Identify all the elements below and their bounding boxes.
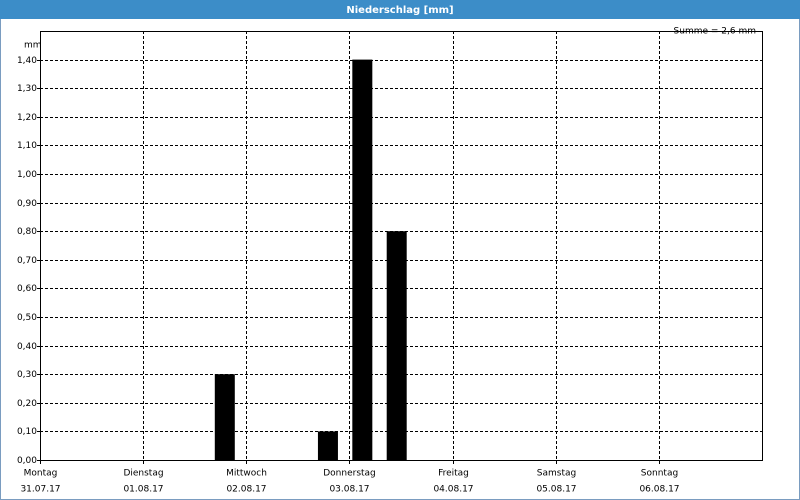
y-tick-label: 1,40: [17, 56, 37, 66]
y-tick-label: 0,20: [17, 399, 37, 409]
x-tick-label: Sonntag: [641, 469, 678, 479]
y-tick-label: 1,30: [17, 84, 37, 94]
y-tick-label: 0,90: [17, 199, 37, 209]
x-tick-label: Freitag: [438, 469, 469, 479]
title-bar: [0, 0, 800, 19]
x-tick-date: 31.07.17: [20, 485, 60, 495]
y-tick-label: 0,30: [17, 370, 37, 380]
y-unit: mm: [24, 41, 42, 51]
y-tick-label: 0,10: [17, 427, 37, 437]
y-tick-label: 1,10: [17, 141, 37, 151]
x-tick-label: Donnerstag: [323, 469, 376, 479]
y-tick-label: 0,70: [17, 256, 37, 266]
y-tick-label: 1,00: [17, 170, 37, 180]
x-tick-label: Samstag: [537, 469, 576, 479]
bar: [352, 59, 373, 460]
bar: [386, 231, 407, 460]
x-tick-label: Montag: [24, 469, 58, 479]
y-tick-label: 0,00: [17, 456, 37, 466]
x-tick-date: 05.08.17: [536, 485, 576, 495]
y-tick-label: 0,60: [17, 284, 37, 294]
x-tick-date: 02.08.17: [226, 485, 266, 495]
x-tick-date: 06.08.17: [639, 485, 679, 495]
bar: [317, 431, 338, 460]
x-tick-date: 03.08.17: [329, 485, 369, 495]
bar: [214, 374, 235, 460]
x-tick-date: 01.08.17: [123, 485, 163, 495]
chart-title: Niederschlag [mm]: [346, 5, 453, 16]
x-tick-label: Dienstag: [123, 469, 163, 479]
y-tick-label: 0,40: [17, 342, 37, 352]
y-tick-label: 0,80: [17, 227, 37, 237]
x-tick-label: Mittwoch: [226, 469, 267, 479]
y-tick-label: 0,50: [17, 313, 37, 323]
x-tick-date: 04.08.17: [433, 485, 473, 495]
plot-frame: [40, 31, 763, 461]
y-tick-label: 1,20: [17, 113, 37, 123]
